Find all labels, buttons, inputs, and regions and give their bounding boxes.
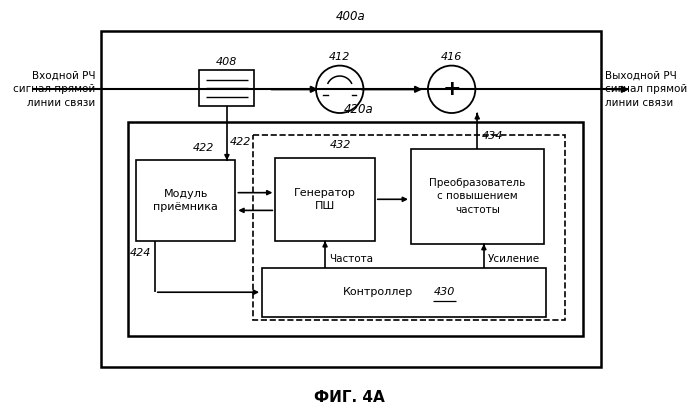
Bar xyxy=(253,135,566,320)
Text: 412: 412 xyxy=(329,52,351,62)
Text: 424: 424 xyxy=(130,248,151,258)
Text: 422: 422 xyxy=(230,137,251,147)
Bar xyxy=(262,268,547,317)
Circle shape xyxy=(316,65,363,113)
Text: +: + xyxy=(442,79,461,99)
Bar xyxy=(275,158,374,241)
Bar xyxy=(128,123,583,336)
Bar xyxy=(411,149,544,244)
Text: Генератор
ПШ: Генератор ПШ xyxy=(294,188,356,211)
Text: 432: 432 xyxy=(330,140,351,150)
Bar xyxy=(136,161,235,241)
Text: 420a: 420a xyxy=(344,103,374,116)
Text: Частота: Частота xyxy=(329,254,373,264)
Text: Преобразователь
с повышением
частоты: Преобразователь с повышением частоты xyxy=(429,178,526,215)
Text: 430: 430 xyxy=(433,287,455,297)
Bar xyxy=(101,30,601,367)
Text: ФИГ. 4А: ФИГ. 4А xyxy=(314,390,384,405)
Bar xyxy=(199,70,254,106)
Text: Усиление: Усиление xyxy=(488,254,540,264)
Text: 400a: 400a xyxy=(335,10,365,23)
Text: Контроллер: Контроллер xyxy=(342,287,413,297)
Text: 416: 416 xyxy=(441,52,462,62)
Text: Выходной РЧ
сигнал прямой
линии связи: Выходной РЧ сигнал прямой линии связи xyxy=(606,71,687,108)
Text: Входной РЧ
сигнал прямой
линии связи: Входной РЧ сигнал прямой линии связи xyxy=(13,71,95,108)
Text: 408: 408 xyxy=(216,57,237,67)
Circle shape xyxy=(428,65,475,113)
Text: Модуль
приёмника: Модуль приёмника xyxy=(153,189,218,212)
Text: 434: 434 xyxy=(482,131,503,141)
Text: 422: 422 xyxy=(193,143,215,153)
